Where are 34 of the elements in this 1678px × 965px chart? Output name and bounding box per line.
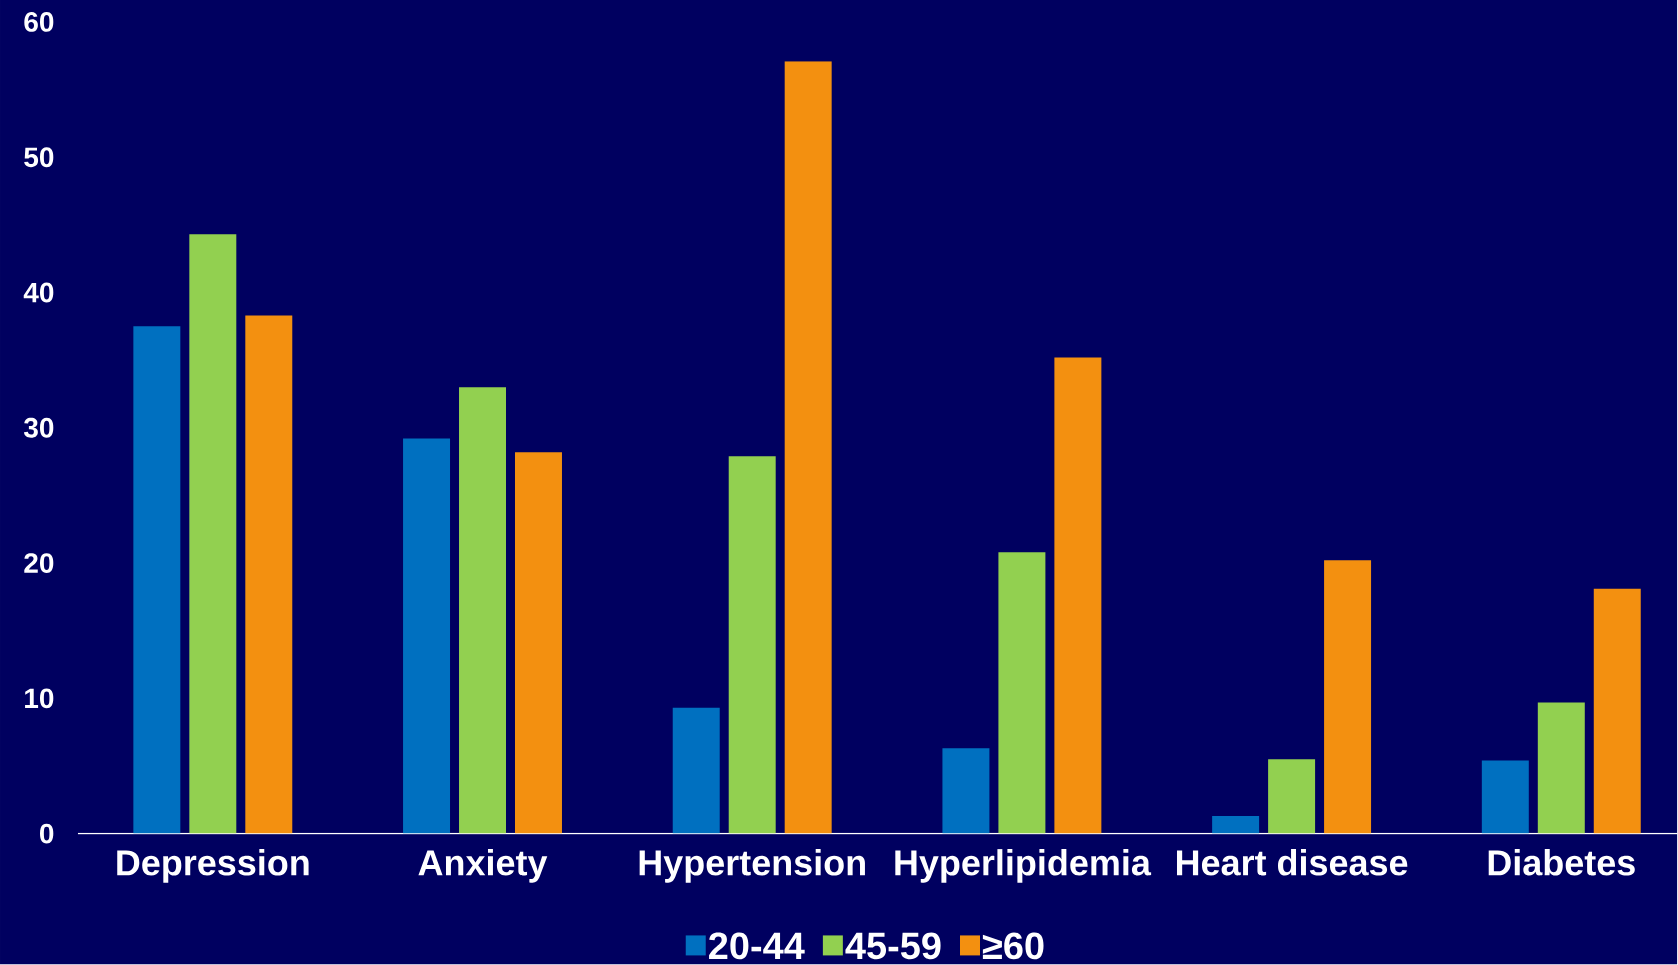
bar <box>459 387 506 834</box>
bar <box>245 315 293 834</box>
x-tick-label: Heart disease <box>1177 849 1408 876</box>
bar <box>1054 357 1102 834</box>
x-tick-label: Anxiety <box>418 849 548 883</box>
bar <box>403 438 451 834</box>
bar <box>1212 816 1260 834</box>
bar <box>515 452 562 834</box>
y-tick-label: 30 <box>23 418 54 438</box>
bar <box>1268 759 1316 834</box>
bar <box>1324 560 1372 834</box>
legend-label: ≥60 <box>982 932 1044 960</box>
legend-label: 45-59 <box>845 932 941 960</box>
legend-label: 20-44 <box>709 932 805 960</box>
y-tick-label: 20 <box>24 553 54 574</box>
bar <box>1593 588 1641 834</box>
x-tick-label: Depression <box>117 849 309 883</box>
x-tick-label: Hypertension <box>639 849 865 883</box>
y-tick-label: 60 <box>24 12 54 33</box>
bar <box>998 552 1046 834</box>
bar <box>784 61 832 834</box>
bar <box>189 234 237 834</box>
x-tick-label: Hyperlipidemia <box>895 849 1152 883</box>
bar <box>1537 702 1585 834</box>
bar <box>728 456 776 834</box>
y-tick-label: 10 <box>25 688 54 709</box>
y-tick-label: 50 <box>24 147 54 168</box>
x-tick-label: Diabetes <box>1488 849 1635 876</box>
y-tick-label: 0 <box>40 823 54 844</box>
bar <box>133 326 181 834</box>
bar <box>1481 760 1529 834</box>
y-tick-label: 40 <box>23 282 54 303</box>
bar <box>672 708 720 834</box>
bar <box>942 748 990 834</box>
